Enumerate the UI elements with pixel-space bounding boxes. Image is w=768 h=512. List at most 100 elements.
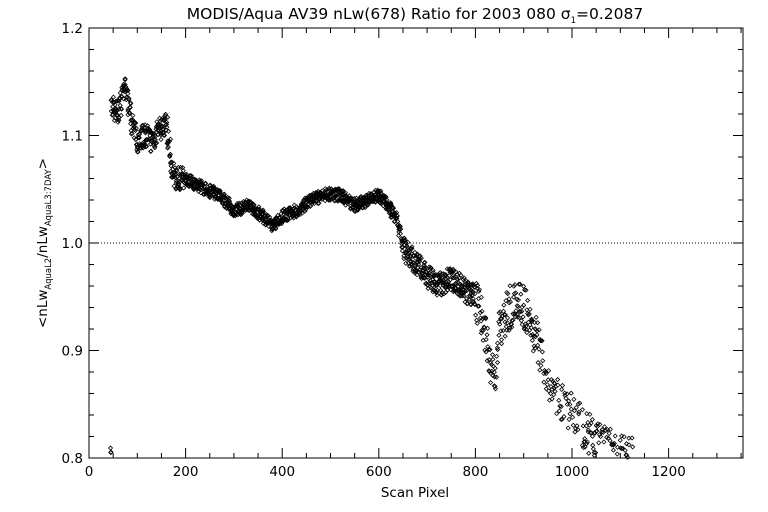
data-point xyxy=(557,403,563,409)
data-point xyxy=(582,444,588,450)
data-point xyxy=(572,429,578,435)
data-point xyxy=(514,311,520,317)
data-point xyxy=(426,270,432,276)
data-point xyxy=(388,200,394,206)
data-point xyxy=(412,249,418,255)
x-tick-label: 400 xyxy=(269,464,295,480)
data-point xyxy=(452,285,458,291)
data-point xyxy=(489,368,495,374)
data-point xyxy=(507,325,513,331)
data-point xyxy=(612,433,618,439)
data-point xyxy=(587,430,594,436)
data-point xyxy=(497,321,503,327)
data-point xyxy=(607,438,613,444)
data-point xyxy=(507,283,513,289)
data-point xyxy=(518,318,524,324)
data-point xyxy=(619,445,625,452)
data-point xyxy=(521,302,527,308)
data-point xyxy=(483,349,489,355)
data-point xyxy=(577,400,583,406)
data-point xyxy=(284,217,290,223)
data-point xyxy=(534,328,540,334)
data-point xyxy=(196,188,202,194)
data-point xyxy=(552,388,558,395)
data-point xyxy=(161,117,167,123)
data-point xyxy=(467,293,473,299)
data-point xyxy=(451,275,457,281)
data-point xyxy=(177,186,183,193)
data-point xyxy=(570,414,576,420)
data-point xyxy=(573,404,579,411)
data-point xyxy=(538,362,544,369)
data-point xyxy=(122,82,128,88)
data-point xyxy=(226,195,232,201)
data-point xyxy=(580,444,586,451)
data-point xyxy=(418,255,424,261)
x-tick-label: 1200 xyxy=(651,464,685,480)
data-point xyxy=(208,193,214,199)
data-point xyxy=(127,110,133,116)
chart-title: MODIS/Aqua AV39 nLw(678) Ratio for 2003 … xyxy=(187,5,644,26)
data-point xyxy=(546,368,552,374)
data-point xyxy=(239,210,245,216)
data-point xyxy=(517,281,523,287)
data-point xyxy=(117,95,123,101)
data-point xyxy=(458,272,464,278)
data-point xyxy=(161,130,167,136)
data-point xyxy=(165,128,172,134)
data-point xyxy=(145,136,151,142)
data-point xyxy=(443,276,449,282)
data-point xyxy=(526,311,532,317)
data-point xyxy=(167,136,174,142)
data-point xyxy=(174,174,180,180)
data-point xyxy=(430,269,436,276)
data-point xyxy=(485,325,491,331)
y-tick-label: 0.9 xyxy=(62,344,83,360)
data-point xyxy=(164,119,170,125)
data-point xyxy=(532,334,539,340)
data-point xyxy=(401,235,407,242)
data-point xyxy=(155,121,161,127)
data-point xyxy=(558,403,564,410)
data-point xyxy=(607,426,613,432)
data-point xyxy=(575,401,581,407)
data-point xyxy=(220,192,226,198)
data-point xyxy=(597,421,603,428)
data-point xyxy=(326,197,332,203)
data-point xyxy=(509,324,515,330)
data-point xyxy=(567,401,573,408)
data-point xyxy=(391,205,397,211)
data-point xyxy=(536,327,542,333)
data-point xyxy=(138,145,144,151)
data-point xyxy=(475,303,481,309)
data-point xyxy=(209,189,215,195)
data-point xyxy=(462,288,468,294)
data-point xyxy=(626,442,632,448)
data-point xyxy=(446,281,452,287)
data-point xyxy=(512,282,518,288)
data-point xyxy=(509,318,515,324)
data-point xyxy=(407,258,414,265)
data-point xyxy=(483,315,489,321)
data-point xyxy=(543,371,549,377)
data-point xyxy=(172,174,178,180)
data-point xyxy=(144,143,150,149)
data-point xyxy=(449,283,455,289)
data-point xyxy=(505,291,511,297)
data-point xyxy=(564,391,570,397)
data-point xyxy=(220,199,226,205)
data-point xyxy=(417,256,423,262)
data-point xyxy=(224,199,231,205)
data-point xyxy=(518,291,524,297)
data-point xyxy=(566,398,572,404)
data-point xyxy=(110,94,117,100)
data-point xyxy=(401,253,407,259)
data-point xyxy=(472,301,478,307)
data-point xyxy=(181,185,187,191)
y-axis-label: <nLwAquaL2/nLwAquaL3:7DAY> xyxy=(35,158,54,328)
data-point xyxy=(177,179,183,185)
data-point xyxy=(152,140,159,146)
data-point xyxy=(528,332,534,338)
data-point xyxy=(537,367,543,373)
data-point xyxy=(461,293,467,299)
